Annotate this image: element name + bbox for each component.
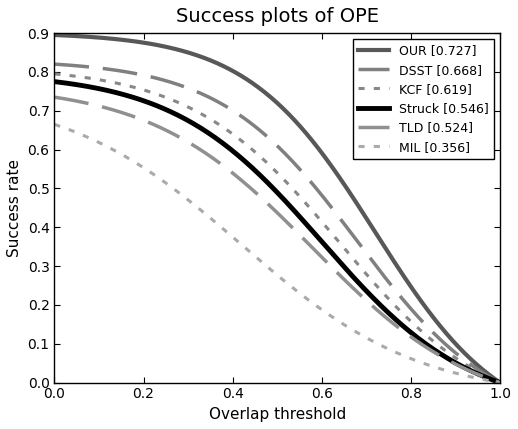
Legend: OUR [0.727], DSST [0.668], KCF [0.619], Struck [0.546], TLD [0.524], MIL [0.356]: OUR [0.727], DSST [0.668], KCF [0.619], … xyxy=(353,39,494,159)
X-axis label: Overlap threshold: Overlap threshold xyxy=(209,407,346,422)
Y-axis label: Success rate: Success rate xyxy=(7,159,22,257)
Title: Success plots of OPE: Success plots of OPE xyxy=(176,7,379,26)
